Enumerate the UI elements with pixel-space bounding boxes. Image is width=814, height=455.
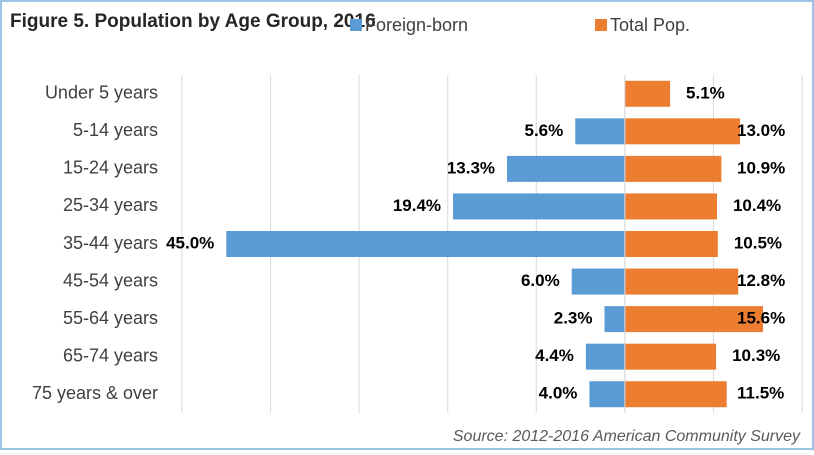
category-label: 25-34 years — [63, 195, 158, 215]
value-label: 5.1% — [686, 83, 725, 102]
value-label: 4.4% — [535, 346, 574, 365]
value-label: 19.4% — [393, 196, 441, 215]
value-label: 10.9% — [737, 158, 785, 177]
value-label: 2.3% — [554, 309, 593, 328]
category-label: 45-54 years — [63, 270, 158, 290]
category-label: 75 years & over — [32, 383, 158, 403]
value-label: 45.0% — [166, 233, 214, 252]
value-label: 11.5% — [737, 384, 784, 403]
chart-title: Figure 5. Population by Age Group, 2016 — [10, 11, 376, 32]
legend-label: Total Pop. — [610, 15, 690, 35]
bar — [571, 268, 625, 295]
value-label: 12.8% — [737, 271, 785, 290]
value-label: 4.0% — [539, 384, 578, 403]
value-label: 15.6% — [737, 309, 785, 328]
source-note: Source: 2012-2016 American Community Sur… — [453, 428, 801, 445]
category-label: 35-44 years — [63, 233, 158, 253]
value-label: 5.6% — [525, 121, 564, 140]
bar — [624, 268, 739, 295]
bar — [604, 306, 625, 333]
category-label: 15-24 years — [63, 158, 158, 178]
value-label: 10.5% — [734, 233, 782, 252]
bar — [624, 193, 717, 220]
value-label: 10.3% — [732, 346, 780, 365]
value-label: 6.0% — [521, 271, 560, 290]
bar — [585, 343, 625, 370]
category-label: 55-64 years — [63, 308, 158, 328]
bar — [624, 155, 722, 182]
bar — [624, 231, 718, 257]
value-label: 13.3% — [447, 158, 495, 177]
bar — [624, 80, 671, 107]
value-label: 10.4% — [733, 196, 781, 215]
legend-swatch — [350, 19, 362, 31]
bar — [226, 231, 625, 257]
bar — [624, 343, 717, 370]
value-label: 13.0% — [737, 121, 785, 140]
bar — [507, 155, 625, 182]
legend-label: Foreign-born — [365, 15, 468, 35]
category-label: Under 5 years — [45, 83, 158, 103]
bar — [589, 381, 625, 408]
bar — [453, 193, 625, 220]
bar — [624, 118, 740, 145]
category-label: 5-14 years — [73, 120, 158, 140]
bar — [575, 118, 625, 145]
bar — [624, 306, 764, 333]
bar — [624, 381, 727, 408]
category-label: 65-74 years — [63, 345, 158, 365]
legend-swatch — [595, 19, 607, 31]
